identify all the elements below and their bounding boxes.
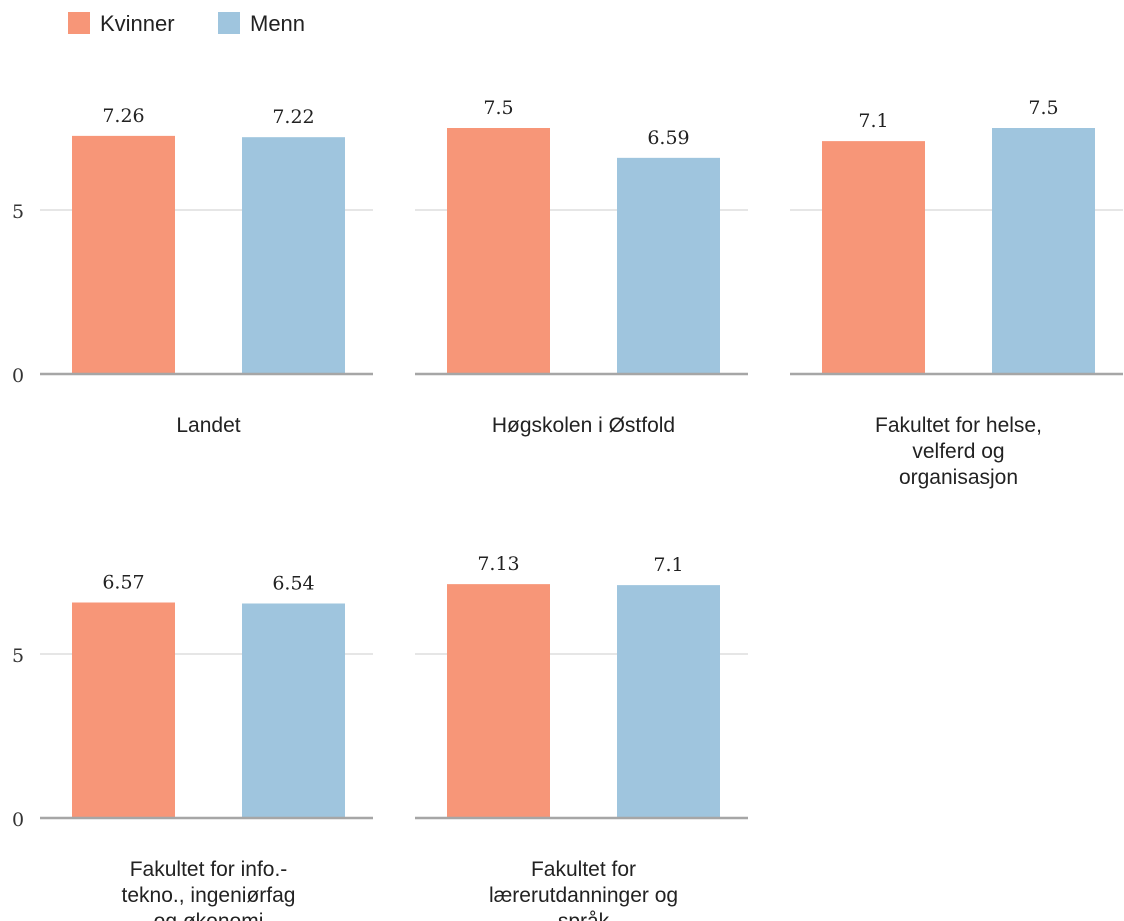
facet-label-line: Fakultet for info.- (130, 858, 288, 881)
bar-value-label: 7.22 (272, 106, 314, 128)
bar-kvinner (72, 135, 175, 374)
y-tick-label: 0 (12, 809, 24, 831)
facet-label-line: Fakultet for helse, (875, 414, 1042, 437)
legend-swatch-menn (218, 12, 240, 34)
legend-swatch-kvinner (68, 12, 90, 34)
facet-label-line: og økonomi (154, 910, 264, 921)
bar-kvinner (822, 141, 925, 374)
legend: Kvinner Menn (68, 11, 305, 36)
bar-menn (617, 157, 720, 374)
bar-menn (992, 128, 1095, 374)
facet-label-line: lærerutdanninger og (489, 884, 678, 907)
facet-panel: 5 0 7.26 7.22 Landet (12, 105, 373, 437)
legend-label-kvinner: Kvinner (100, 11, 175, 36)
chart-facets: 5 0 7.26 7.22 Landet 7.5 6.59 Høgskolen i Østfo… (12, 97, 1123, 921)
bar-value-label: 7.5 (1028, 97, 1058, 119)
bar-value-label: 7.13 (477, 553, 519, 575)
bar-menn (617, 585, 720, 818)
bar-value-label: 7.5 (483, 97, 513, 119)
facet-panel: 5 0 6.57 6.54 Fakultet for info.- tekno., ing… (12, 572, 373, 921)
facet-panel: 7.5 6.59 Høgskolen i Østfold (415, 97, 748, 437)
bar-menn (242, 137, 345, 374)
facet-label-line: språk (558, 910, 610, 921)
facet-label-line: organisasjon (899, 466, 1018, 489)
facet-label-line: tekno., ingeniørfag (122, 884, 296, 907)
facet-panel: 7.1 7.5 Fakultet for helse, velferd og organ… (790, 97, 1123, 489)
legend-label-menn: Menn (250, 11, 305, 36)
bar-value-label: 6.59 (647, 127, 689, 149)
bar-kvinner (447, 128, 550, 374)
bar-menn (242, 603, 345, 818)
bar-value-label: 7.1 (858, 110, 888, 132)
bar-value-label: 6.54 (272, 572, 314, 594)
y-tick-label: 5 (12, 201, 24, 223)
bar-value-label: 7.26 (102, 105, 144, 127)
y-tick-label: 5 (12, 645, 24, 667)
facet-label-line: Landet (176, 414, 240, 437)
facet-label-line: velferd og (912, 440, 1004, 463)
bar-value-label: 7.1 (653, 554, 683, 576)
bar-value-label: 6.57 (102, 572, 144, 594)
facet-label-line: Høgskolen i Østfold (492, 414, 675, 437)
facet-panel: 7.13 7.1 Fakultet for lærerutdanninger og sp… (415, 553, 748, 921)
bar-kvinner (72, 602, 175, 818)
bar-kvinner (447, 584, 550, 818)
y-tick-label: 0 (12, 365, 24, 387)
facet-label-line: Fakultet for (531, 858, 636, 881)
